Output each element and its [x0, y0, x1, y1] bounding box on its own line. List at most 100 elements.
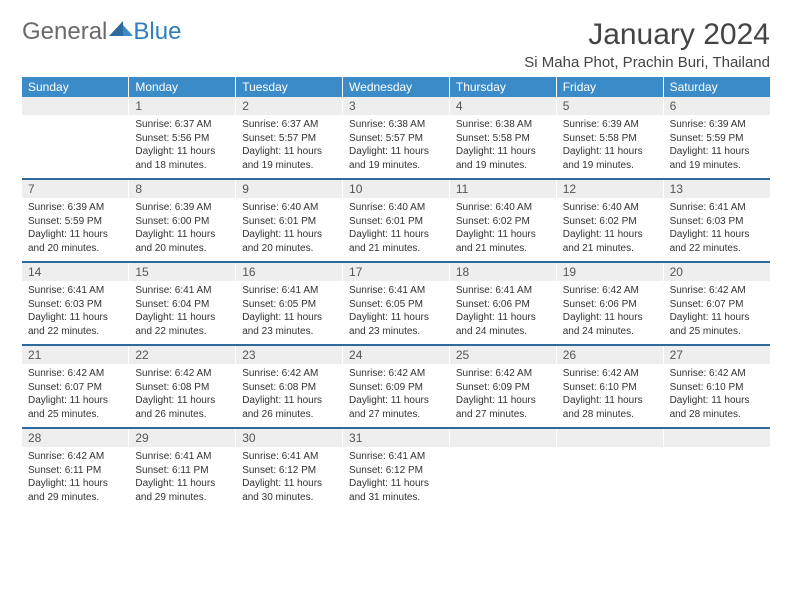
daylight-text: Daylight: 11 hours and 29 minutes. — [135, 477, 229, 504]
day-number: 29 — [129, 428, 236, 447]
daylight-text: Daylight: 11 hours and 20 minutes. — [28, 228, 122, 255]
day-cell: Sunrise: 6:41 AMSunset: 6:12 PMDaylight:… — [236, 447, 343, 510]
sunrise-text: Sunrise: 6:40 AM — [349, 201, 443, 215]
logo-text-blue: Blue — [133, 18, 181, 46]
day-cell: Sunrise: 6:37 AMSunset: 5:56 PMDaylight:… — [129, 115, 236, 179]
day-number: 18 — [449, 262, 556, 281]
day-cell: Sunrise: 6:41 AMSunset: 6:11 PMDaylight:… — [129, 447, 236, 510]
daylight-text: Daylight: 11 hours and 19 minutes. — [456, 145, 550, 172]
sunrise-text: Sunrise: 6:40 AM — [456, 201, 550, 215]
daylight-text: Daylight: 11 hours and 22 minutes. — [670, 228, 764, 255]
sunrise-text: Sunrise: 6:41 AM — [349, 450, 443, 464]
day-number — [556, 428, 663, 447]
day-cell: Sunrise: 6:39 AMSunset: 5:59 PMDaylight:… — [663, 115, 770, 179]
sunrise-text: Sunrise: 6:42 AM — [670, 284, 764, 298]
day-content-row: Sunrise: 6:41 AMSunset: 6:03 PMDaylight:… — [22, 281, 770, 345]
day-cell: Sunrise: 6:42 AMSunset: 6:06 PMDaylight:… — [556, 281, 663, 345]
day-cell: Sunrise: 6:41 AMSunset: 6:04 PMDaylight:… — [129, 281, 236, 345]
day-number: 9 — [236, 179, 343, 198]
day-cell: Sunrise: 6:40 AMSunset: 6:02 PMDaylight:… — [449, 198, 556, 262]
sunrise-text: Sunrise: 6:42 AM — [563, 367, 657, 381]
day-number: 23 — [236, 345, 343, 364]
sunset-text: Sunset: 6:10 PM — [670, 381, 764, 395]
sunrise-text: Sunrise: 6:41 AM — [456, 284, 550, 298]
sunset-text: Sunset: 6:06 PM — [563, 298, 657, 312]
sunset-text: Sunset: 6:12 PM — [349, 464, 443, 478]
day-number: 5 — [556, 97, 663, 115]
day-number: 19 — [556, 262, 663, 281]
day-cell: Sunrise: 6:41 AMSunset: 6:03 PMDaylight:… — [663, 198, 770, 262]
day-cell: Sunrise: 6:42 AMSunset: 6:10 PMDaylight:… — [556, 364, 663, 428]
day-number — [663, 428, 770, 447]
daylight-text: Daylight: 11 hours and 26 minutes. — [242, 394, 336, 421]
sunrise-text: Sunrise: 6:37 AM — [135, 118, 229, 132]
sunset-text: Sunset: 6:11 PM — [28, 464, 122, 478]
sunrise-text: Sunrise: 6:42 AM — [349, 367, 443, 381]
sunset-text: Sunset: 6:10 PM — [563, 381, 657, 395]
header-right: January 2024 Si Maha Phot, Prachin Buri,… — [524, 18, 770, 71]
calendar-table: Sunday Monday Tuesday Wednesday Thursday… — [22, 77, 770, 510]
sunrise-text: Sunrise: 6:41 AM — [28, 284, 122, 298]
daylight-text: Daylight: 11 hours and 23 minutes. — [242, 311, 336, 338]
daylight-text: Daylight: 11 hours and 24 minutes. — [563, 311, 657, 338]
sunset-text: Sunset: 6:05 PM — [242, 298, 336, 312]
sunrise-text: Sunrise: 6:41 AM — [242, 450, 336, 464]
day-cell: Sunrise: 6:41 AMSunset: 6:05 PMDaylight:… — [343, 281, 450, 345]
sunrise-text: Sunrise: 6:42 AM — [28, 450, 122, 464]
sunrise-text: Sunrise: 6:40 AM — [563, 201, 657, 215]
daylight-text: Daylight: 11 hours and 19 minutes. — [242, 145, 336, 172]
sunrise-text: Sunrise: 6:41 AM — [135, 450, 229, 464]
daylight-text: Daylight: 11 hours and 22 minutes. — [135, 311, 229, 338]
day-number: 6 — [663, 97, 770, 115]
day-number: 17 — [343, 262, 450, 281]
sunset-text: Sunset: 6:12 PM — [242, 464, 336, 478]
daylight-text: Daylight: 11 hours and 22 minutes. — [28, 311, 122, 338]
day-cell: Sunrise: 6:42 AMSunset: 6:08 PMDaylight:… — [129, 364, 236, 428]
day-number: 21 — [22, 345, 129, 364]
day-number: 24 — [343, 345, 450, 364]
sunrise-text: Sunrise: 6:39 AM — [563, 118, 657, 132]
daylight-text: Daylight: 11 hours and 28 minutes. — [563, 394, 657, 421]
day-number: 26 — [556, 345, 663, 364]
sunset-text: Sunset: 6:03 PM — [670, 215, 764, 229]
weekday-header: Friday — [556, 77, 663, 97]
day-content-row: Sunrise: 6:42 AMSunset: 6:11 PM Daylight:… — [22, 447, 770, 510]
day-number: 16 — [236, 262, 343, 281]
day-cell: Sunrise: 6:39 AMSunset: 5:58 PMDaylight:… — [556, 115, 663, 179]
day-number-row: 78910111213 — [22, 179, 770, 198]
day-number: 3 — [343, 97, 450, 115]
day-number: 14 — [22, 262, 129, 281]
day-cell — [22, 115, 129, 179]
daylight-text: Daylight: 11 hours and 25 minutes. — [28, 394, 122, 421]
day-number — [449, 428, 556, 447]
day-number: 15 — [129, 262, 236, 281]
day-cell: Sunrise: 6:41 AMSunset: 6:03 PMDaylight:… — [22, 281, 129, 345]
daylight-text: Daylight: 11 hours and 26 minutes. — [135, 394, 229, 421]
daylight-text: Daylight: 11 hours and 30 minutes. — [242, 477, 336, 504]
sunset-text: Sunset: 6:08 PM — [135, 381, 229, 395]
sunset-text: Sunset: 6:07 PM — [670, 298, 764, 312]
logo-text-general: General — [22, 18, 107, 46]
day-number: 1 — [129, 97, 236, 115]
sunrise-text: Sunrise: 6:39 AM — [28, 201, 122, 215]
sunset-text: Sunset: 6:01 PM — [242, 215, 336, 229]
day-content-row: Sunrise: 6:39 AMSunset: 5:59 PMDaylight:… — [22, 198, 770, 262]
day-cell: Sunrise: 6:39 AMSunset: 5:59 PMDaylight:… — [22, 198, 129, 262]
month-title: January 2024 — [524, 18, 770, 52]
logo: General Blue — [22, 18, 181, 46]
sunrise-text: Sunrise: 6:41 AM — [670, 201, 764, 215]
day-cell: Sunrise: 6:40 AMSunset: 6:01 PMDaylight:… — [343, 198, 450, 262]
daylight-text: Daylight: 11 hours and 20 minutes. — [135, 228, 229, 255]
day-cell: Sunrise: 6:42 AMSunset: 6:08 PMDaylight:… — [236, 364, 343, 428]
day-cell: Sunrise: 6:39 AMSunset: 6:00 PMDaylight:… — [129, 198, 236, 262]
sunrise-text: Sunrise: 6:42 AM — [28, 367, 122, 381]
sunset-text: Sunset: 6:00 PM — [135, 215, 229, 229]
sunrise-text: Sunrise: 6:40 AM — [242, 201, 336, 215]
page-header: General Blue January 2024 Si Maha Phot, … — [22, 18, 770, 71]
daylight-text: Daylight: 11 hours and 27 minutes. — [349, 394, 443, 421]
sunset-text: Sunset: 6:06 PM — [456, 298, 550, 312]
day-number: 2 — [236, 97, 343, 115]
location: Si Maha Phot, Prachin Buri, Thailand — [524, 54, 770, 71]
day-number: 4 — [449, 97, 556, 115]
day-number: 11 — [449, 179, 556, 198]
